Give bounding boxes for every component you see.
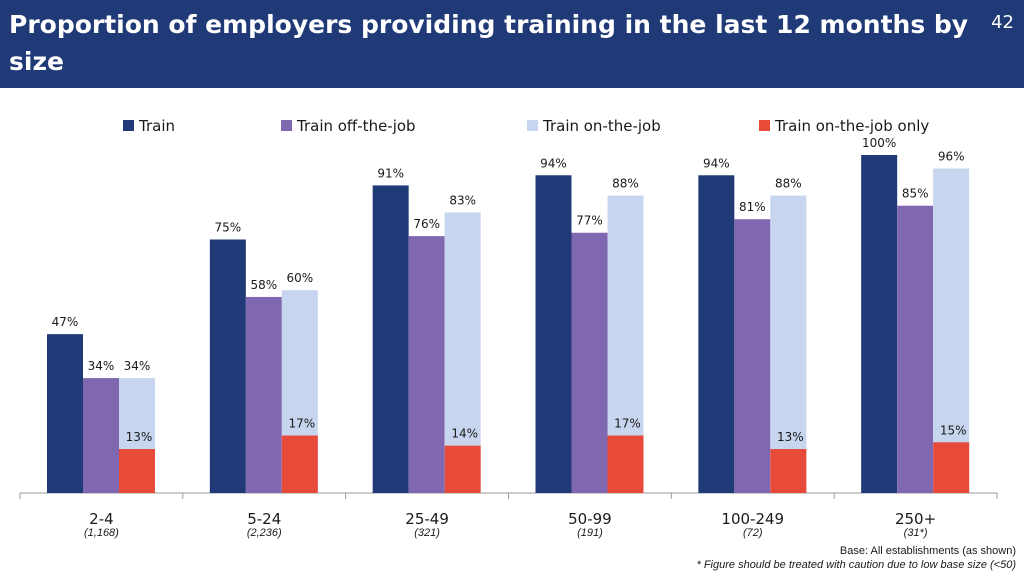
legend-label: Train on-the-job: [542, 117, 661, 135]
bar: [607, 435, 644, 493]
base-size-label: (1,168): [84, 527, 119, 539]
bar: [571, 232, 608, 494]
bar: [209, 239, 246, 493]
category-label: 2-4: [89, 510, 114, 528]
category-label: 25-49: [405, 510, 449, 528]
caution-note: * Figure should be treated with caution …: [696, 559, 1017, 571]
base-size-label: (321): [414, 527, 440, 539]
data-label: 88%: [612, 177, 639, 191]
bar: [770, 449, 807, 493]
base-size-label: (191): [577, 527, 603, 539]
category-label: 100-249: [721, 510, 784, 528]
data-label: 100%: [862, 136, 896, 150]
bar: [698, 175, 735, 493]
data-label: 88%: [775, 177, 802, 191]
bar: [444, 445, 481, 493]
title-banner: Proportion of employers providing traini…: [0, 0, 1024, 88]
bar: [734, 219, 771, 493]
data-label: 94%: [703, 156, 730, 170]
data-label: 34%: [124, 359, 151, 373]
base-size-label: (72): [743, 527, 763, 539]
bar: [933, 442, 970, 493]
legend-label: Train: [138, 117, 175, 135]
bar: [897, 205, 934, 493]
data-label: 13%: [777, 430, 804, 444]
bar: [372, 185, 409, 494]
bar: [119, 449, 155, 493]
category-label: 250+: [895, 510, 936, 528]
data-label: 14%: [451, 427, 478, 441]
bar: [770, 195, 807, 493]
bar: [408, 236, 445, 493]
data-label: 77%: [576, 214, 603, 228]
bar: [861, 155, 898, 493]
data-label: 34%: [88, 359, 115, 373]
bar: [83, 378, 119, 493]
data-label: 58%: [250, 278, 277, 292]
legend-label: Train on-the-job only: [774, 117, 929, 135]
data-label: 96%: [938, 150, 965, 164]
legend-swatch: [281, 120, 292, 131]
data-label: 94%: [540, 156, 567, 170]
data-label: 60%: [286, 271, 313, 285]
legend-label: Train off-the-job: [296, 117, 416, 135]
legend-swatch: [527, 120, 538, 131]
page-title: Proportion of employers providing traini…: [9, 10, 969, 76]
data-label: 47%: [52, 315, 79, 329]
data-label: 15%: [940, 423, 967, 437]
bar: [47, 334, 83, 493]
data-label: 76%: [413, 217, 440, 231]
bar: [535, 175, 572, 493]
page-number: 42: [991, 12, 1014, 33]
data-label: 81%: [739, 200, 766, 214]
base-size-label: (2,236): [247, 527, 282, 539]
data-label: 83%: [449, 193, 476, 207]
data-label: 17%: [288, 417, 315, 431]
data-label: 91%: [377, 166, 404, 180]
legend-swatch: [759, 120, 770, 131]
legend-swatch: [123, 120, 134, 131]
data-label: 13%: [126, 430, 153, 444]
category-label: 50-99: [568, 510, 612, 528]
bar: [245, 296, 282, 493]
data-label: 17%: [614, 417, 641, 431]
base-note: Base: All establishments (as shown): [839, 545, 1016, 557]
bar: [281, 435, 318, 493]
data-label: 85%: [902, 187, 929, 201]
category-label: 5-24: [247, 510, 281, 528]
bar: [933, 168, 970, 493]
base-size-label: (31*): [904, 527, 928, 539]
data-label: 75%: [214, 221, 241, 235]
